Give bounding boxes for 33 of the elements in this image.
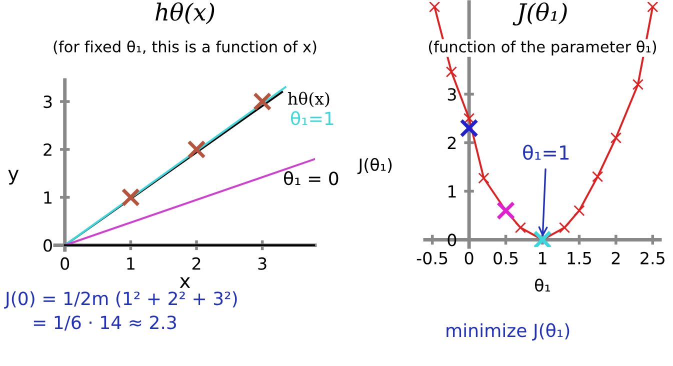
x-axis-title: x xyxy=(180,277,190,288)
y-axis-title: J(θ₁) xyxy=(357,158,392,174)
text: = 1/6 · 14 ≈ 2.3 xyxy=(34,316,176,331)
text: J(0) = 1/2m (1² + 2² + 3²) xyxy=(4,291,237,309)
chart-title: J(θ₁) xyxy=(512,2,567,26)
x-axis-title: θ₁ xyxy=(534,278,550,292)
chart-title: hθ(x) xyxy=(156,2,214,24)
y-tick-label: 3 xyxy=(44,96,52,108)
x-tick-label: -0.5 xyxy=(416,252,448,264)
x-tick-label: 0.5 xyxy=(494,252,518,264)
annotation: θ₁=1 xyxy=(290,111,334,126)
y-tick-label: 2 xyxy=(44,143,52,156)
text: (function of the parameter θ₁) xyxy=(428,40,656,56)
y-tick-label: 0 xyxy=(44,239,52,252)
x-tick-label: 2 xyxy=(612,252,620,264)
x-tick-label: 1 xyxy=(539,252,546,264)
annotation: θ₁=1 xyxy=(523,144,569,160)
x-tick-label: 1 xyxy=(127,258,134,270)
y-axis-title: y xyxy=(8,170,19,185)
x-tick-label: 0 xyxy=(464,252,474,264)
x-tick-label: 1.5 xyxy=(568,252,592,264)
x-tick-label: 2 xyxy=(192,257,200,270)
annotation: θ₁ = 0 xyxy=(284,171,338,186)
y-tick-label: 1 xyxy=(44,192,52,204)
x-tick-label: 0 xyxy=(60,257,70,270)
chart-subtitle: (for fixed θ₁, this is a function of x) xyxy=(54,40,316,54)
x-tick-label: 2.5 xyxy=(640,252,664,264)
y-tick-label: 1 xyxy=(448,185,456,198)
y-tick-label: 2 xyxy=(448,136,456,150)
y-tick-label: 3 xyxy=(448,88,456,101)
annotation: hθ(x) xyxy=(288,92,330,108)
x-tick-label: 3 xyxy=(258,257,266,270)
text: minimize J(θ₁) xyxy=(446,323,570,341)
